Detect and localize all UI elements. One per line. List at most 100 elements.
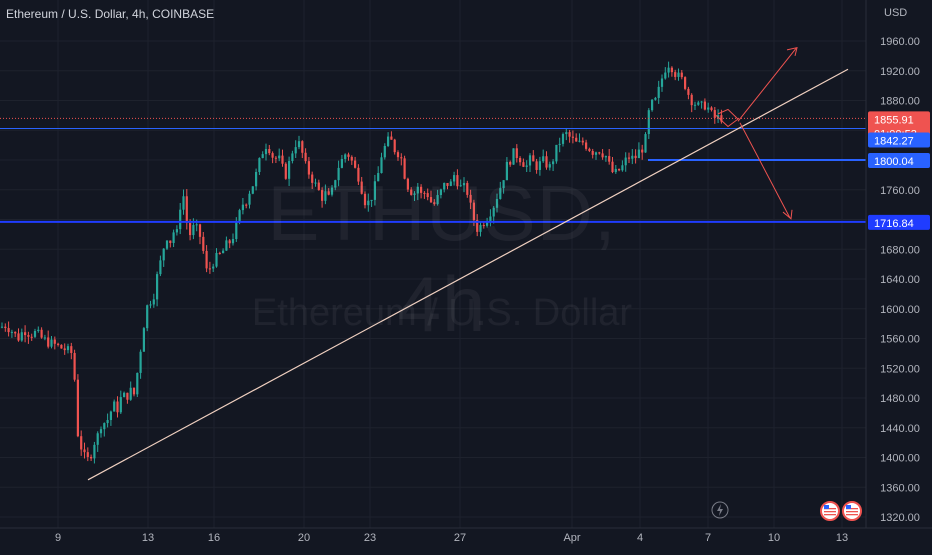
candle-body — [281, 155, 284, 164]
level-tag-3[interactable]: 1716.84 — [868, 214, 930, 230]
candle-body — [251, 186, 254, 194]
candle-body — [70, 346, 73, 353]
candle-body — [627, 157, 631, 159]
candle-body — [420, 186, 423, 193]
level-tag-3-text: 1716.84 — [874, 218, 914, 230]
time-tick-label: 13 — [142, 532, 154, 544]
candle-body — [641, 149, 644, 153]
price-tick-label: 1880.00 — [880, 96, 920, 108]
candle-body — [684, 77, 687, 89]
candle-body — [403, 158, 406, 179]
candle-body — [363, 193, 367, 206]
projection-zigzag — [715, 108, 739, 128]
candle-body — [373, 181, 376, 200]
symbol-title[interactable]: Ethereum / U.S. Dollar, 4h, COINBASE — [6, 7, 215, 21]
candle-body — [604, 156, 607, 158]
candle-body — [106, 420, 109, 424]
price-tick-label: 1320.00 — [880, 512, 920, 524]
candle-body — [208, 268, 211, 270]
candle-body — [99, 429, 103, 434]
candle-body — [657, 86, 660, 98]
candle-body — [667, 67, 670, 73]
candle-body — [383, 145, 386, 158]
candle-body — [317, 182, 320, 191]
price-tick-label: 1600.00 — [880, 304, 920, 316]
candle-body — [37, 329, 40, 332]
candle-body — [519, 158, 522, 163]
time-tick-label: 20 — [298, 532, 310, 544]
candle-body — [555, 144, 558, 162]
lightning-icon[interactable] — [711, 501, 729, 519]
candle-body — [522, 162, 525, 167]
price-tick-label: 1680.00 — [880, 244, 920, 256]
price-tick-label: 1920.00 — [880, 66, 920, 78]
candle-body — [241, 204, 244, 211]
time-axis[interactable]: 9 13 16 20 23 27 Apr 4 7 10 13 — [0, 527, 932, 544]
candle-body — [93, 444, 96, 459]
candle-body — [284, 163, 287, 179]
price-tick-label: 1440.00 — [880, 423, 920, 435]
us-flag-icon[interactable] — [820, 501, 840, 521]
us-flag-icon[interactable] — [842, 501, 862, 521]
candle-body — [453, 175, 456, 182]
candle-body — [436, 195, 439, 205]
price-tick-label: 1560.00 — [880, 334, 920, 346]
candle-body — [165, 240, 169, 249]
candle-body — [459, 185, 462, 187]
candle-body — [614, 168, 617, 173]
candle-body — [354, 160, 357, 168]
flag-canton — [846, 505, 851, 509]
level-tag-2[interactable]: 1800.04 — [868, 152, 930, 168]
candle-body — [660, 78, 664, 87]
candle-body — [288, 161, 291, 179]
level-tag-2-bg — [868, 152, 930, 168]
candle-body — [512, 148, 515, 165]
candles — [0, 61, 723, 464]
candle-body — [192, 225, 195, 236]
time-tick-label: 9 — [55, 532, 61, 544]
candle-body — [360, 181, 363, 194]
candle-body — [4, 326, 7, 329]
time-tick-label: 10 — [768, 532, 780, 544]
candle-body — [439, 189, 442, 196]
lightning-icon-bolt — [717, 504, 723, 516]
candle-body — [651, 99, 654, 111]
candle-body — [568, 132, 571, 137]
price-tick-label: 1960.00 — [880, 36, 920, 48]
candle-body — [532, 155, 535, 162]
candle-body — [156, 274, 159, 300]
level-tag-1[interactable]: 1842.27 — [868, 132, 930, 148]
candle-body — [215, 252, 218, 267]
candle-body — [76, 379, 79, 437]
candle-body — [637, 149, 640, 159]
candle-body — [575, 137, 578, 142]
candle-body — [248, 193, 251, 205]
candle-body — [581, 140, 584, 143]
candle-body — [24, 332, 27, 336]
candle-body — [525, 165, 528, 167]
candle-body — [297, 141, 301, 148]
candle-body — [565, 132, 568, 135]
candle-body — [561, 134, 565, 144]
candle-body — [33, 331, 37, 337]
price-axis[interactable]: 1960.001920.001880.001840.001800.001760.… — [865, 0, 932, 550]
candle-body — [126, 392, 129, 400]
candle-body — [720, 115, 723, 122]
price-tick-label: 1760.00 — [880, 185, 920, 197]
time-tick-label: 16 — [208, 532, 220, 544]
candle-body — [311, 174, 314, 183]
candle-body — [129, 387, 132, 400]
candle-body — [446, 182, 449, 186]
candle-body — [179, 209, 182, 230]
candle-body — [693, 104, 697, 106]
price-tick-label: 1360.00 — [880, 482, 920, 494]
candle-body — [509, 161, 512, 165]
lightning-icon-ring — [711, 501, 729, 519]
candle-body — [47, 337, 50, 347]
candle-body — [231, 239, 235, 244]
candle-body — [30, 336, 33, 338]
candle-body — [225, 240, 228, 251]
candle-body — [416, 186, 419, 194]
